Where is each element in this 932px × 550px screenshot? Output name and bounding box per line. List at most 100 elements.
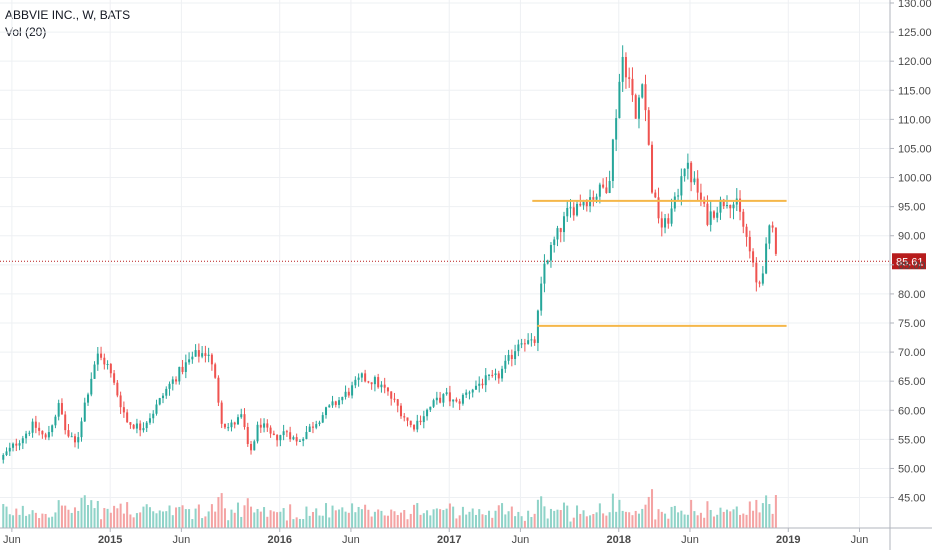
volume-bar xyxy=(592,513,595,528)
candle-body xyxy=(647,110,650,145)
volume-bar xyxy=(181,505,184,528)
x-tick-label: Jun xyxy=(173,534,191,546)
candle-body xyxy=(129,422,132,425)
volume-bar xyxy=(191,519,194,528)
candle-body xyxy=(311,426,314,428)
candle-body xyxy=(100,353,103,358)
candle-body xyxy=(285,431,288,433)
candle-body xyxy=(308,426,311,432)
y-tick-label: 45.00 xyxy=(898,493,926,505)
candle-body xyxy=(28,432,31,434)
candle-body xyxy=(673,196,676,209)
candle-body xyxy=(47,432,50,438)
volume-bar xyxy=(497,505,500,528)
volume-bar xyxy=(406,519,409,528)
candle-body xyxy=(488,374,491,376)
volume-bar xyxy=(569,521,572,528)
candle-body xyxy=(334,401,337,405)
volume-bar xyxy=(504,514,507,528)
volume-bar xyxy=(47,517,50,528)
volume-bar xyxy=(236,502,239,528)
volume-bar xyxy=(377,509,380,528)
candle-body xyxy=(657,197,660,219)
candle-body xyxy=(223,423,226,428)
volume-bar xyxy=(602,513,605,528)
volume-bar xyxy=(488,510,491,528)
candle-body xyxy=(90,378,93,395)
volume-bar xyxy=(324,503,328,528)
volume-bar xyxy=(615,511,618,528)
price-axis[interactable]: 45.00 50.00 55.00 60.00 65.00 70.00 75.00 80.00… xyxy=(889,0,932,550)
symbol-title[interactable]: ABBVIE INC., W, BATS xyxy=(5,8,131,22)
candle-body xyxy=(181,366,184,372)
candle-body xyxy=(5,451,8,456)
last-price-line: 85.61 xyxy=(0,253,926,270)
candle-body xyxy=(455,399,458,402)
volume-bar xyxy=(461,506,464,528)
volume-bar xyxy=(748,501,751,528)
horizontal-levels[interactable] xyxy=(532,199,787,327)
volume-bar xyxy=(282,508,285,528)
volume-bar xyxy=(729,511,732,528)
volume-bar xyxy=(686,514,689,528)
volume-bar xyxy=(18,514,21,528)
volume-bar xyxy=(618,499,621,528)
volume-bar xyxy=(533,513,536,528)
volume-bar xyxy=(647,496,650,528)
volume-bar xyxy=(582,510,585,528)
candle-body xyxy=(233,422,236,425)
candle-body xyxy=(236,417,239,425)
candle-body xyxy=(360,373,363,378)
volume-bar xyxy=(168,505,171,528)
candle-body xyxy=(188,359,191,363)
volume-bar xyxy=(266,516,269,528)
candle-body xyxy=(771,225,774,228)
candle-body xyxy=(403,416,406,418)
candle-body xyxy=(282,431,285,436)
volume-bar xyxy=(207,511,210,528)
volume-bar xyxy=(699,512,702,528)
volume-bar xyxy=(468,511,471,528)
candle-body xyxy=(367,381,370,383)
volume-bar xyxy=(223,508,226,528)
volume-bar xyxy=(119,503,122,528)
volume-bar xyxy=(491,517,494,528)
candle-body xyxy=(611,139,614,181)
candle-body xyxy=(416,420,419,430)
volume-bar xyxy=(318,515,321,528)
volume-bar xyxy=(765,495,768,528)
volume-bar xyxy=(227,520,230,528)
volume-bar xyxy=(341,507,344,528)
volume-bar xyxy=(523,520,526,528)
volume-bar xyxy=(148,507,151,528)
volume-bar xyxy=(745,514,748,528)
candle-body xyxy=(530,339,533,341)
candle-body xyxy=(266,423,269,428)
volume-bar xyxy=(442,510,445,528)
volume-bar xyxy=(328,517,331,528)
volume-bar xyxy=(269,510,272,528)
candle-body xyxy=(373,377,376,385)
candle-body xyxy=(263,423,266,428)
candle-body xyxy=(298,440,301,442)
volume-bar xyxy=(315,508,318,528)
candle-body xyxy=(155,404,158,414)
candle-body xyxy=(80,421,83,438)
candle-body xyxy=(116,382,119,396)
candle-body xyxy=(510,354,513,360)
candle-body xyxy=(122,407,125,413)
volume-bar xyxy=(501,503,504,528)
candle-body xyxy=(644,84,647,111)
candle-body xyxy=(422,416,425,423)
volume-bar xyxy=(716,514,719,528)
volume-bar xyxy=(739,514,742,528)
candle-body xyxy=(501,368,504,379)
candle-body xyxy=(442,394,445,403)
candle-body xyxy=(207,354,210,356)
candle-body xyxy=(406,417,409,421)
volume-bar xyxy=(285,520,288,528)
time-axis[interactable]: Jun 2015 Jun 2016 Jun 2017 Jun 2018 Jun 2019 Jun xyxy=(0,527,932,546)
candle-body xyxy=(729,204,732,209)
candle-body xyxy=(341,396,344,401)
